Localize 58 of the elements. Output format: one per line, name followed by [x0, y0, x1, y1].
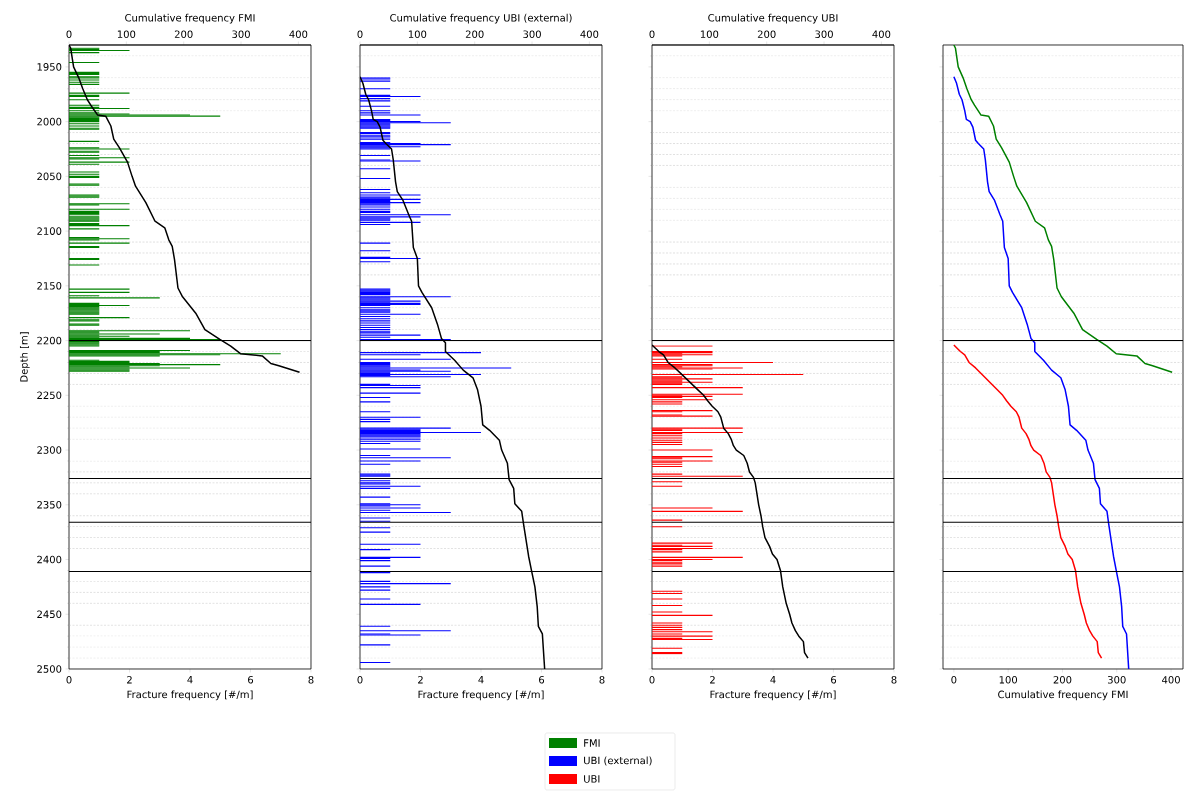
x-tick-label: 8	[599, 676, 605, 684]
x2-tick-label: 400	[580, 30, 599, 38]
x-tick-label: 300	[1107, 676, 1126, 684]
x-axis-title: Fracture frequency [#/m]	[710, 690, 836, 701]
x2-tick-label: 0	[649, 30, 655, 38]
y-tick-label: 2000	[37, 117, 62, 126]
x2-tick-label: 0	[357, 30, 363, 38]
x-tick-label: 100	[999, 676, 1018, 684]
x2-tick-label: 400	[289, 30, 308, 38]
x-tick-label: 6	[831, 676, 837, 684]
x2-axis-title: Cumulative frequency UBI (external)	[390, 13, 572, 24]
x-axis-title: Fracture frequency [#/m]	[127, 690, 253, 701]
y-tick-label: 2450	[37, 610, 62, 619]
x2-tick-label: 100	[117, 30, 136, 38]
x-tick-label: 200	[1053, 676, 1072, 684]
x-tick-label: 400	[1162, 676, 1180, 684]
x2-tick-label: 100	[700, 30, 719, 38]
x-tick-label: 4	[770, 676, 776, 684]
x2-tick-label: 200	[465, 30, 484, 38]
x2-axis-title: Cumulative frequency UBI	[708, 13, 838, 24]
x-tick-label: 6	[248, 676, 254, 684]
y-tick-label: 2350	[37, 500, 62, 509]
x-tick-label: 8	[308, 676, 314, 684]
x-tick-label: 6	[539, 676, 545, 684]
x2-tick-label: 0	[66, 30, 72, 38]
y-tick-label: 2250	[37, 391, 62, 400]
y-tick-label: 2400	[37, 555, 62, 564]
y-tick-label: 2150	[37, 282, 62, 290]
y-tick-label: 2050	[37, 172, 62, 181]
legend-label: UBI	[584, 775, 600, 783]
x-axis-title: Cumulative frequency FMI	[998, 690, 1128, 701]
x-tick-label: 4	[187, 676, 193, 684]
x-tick-label: 0	[649, 676, 655, 684]
x2-tick-label: 400	[872, 30, 891, 38]
y-tick-label: 2200	[37, 336, 62, 345]
x-tick-label: 8	[891, 676, 897, 684]
x2-tick-label: 300	[232, 30, 250, 38]
legend-label: UBI (external)	[584, 756, 652, 766]
legend-label: FMI	[584, 739, 600, 747]
y-tick-label: 1950	[37, 63, 62, 71]
x-axis-title: Fracture frequency [#/m]	[418, 690, 544, 701]
x2-tick-label: 200	[757, 30, 776, 38]
y-tick-label: 2100	[37, 227, 62, 235]
x-tick-label: 0	[66, 676, 72, 684]
x-tick-label: 0	[951, 676, 957, 684]
x2-tick-label: 200	[174, 30, 193, 38]
y-axis-title: Depth [m]	[19, 332, 30, 382]
x-tick-label: 4	[478, 676, 484, 684]
x2-tick-label: 300	[815, 30, 833, 38]
x2-axis-title: Cumulative frequency FMI	[125, 13, 255, 24]
x2-tick-label: 100	[408, 30, 427, 38]
y-tick-label: 2500	[37, 665, 62, 673]
x-tick-label: 0	[357, 676, 363, 684]
x-tick-label: 2	[710, 676, 715, 684]
x-tick-label: 2	[418, 676, 423, 684]
x-tick-label: 2	[127, 676, 132, 684]
x2-tick-label: 300	[523, 30, 541, 38]
y-tick-label: 2300	[37, 446, 62, 454]
